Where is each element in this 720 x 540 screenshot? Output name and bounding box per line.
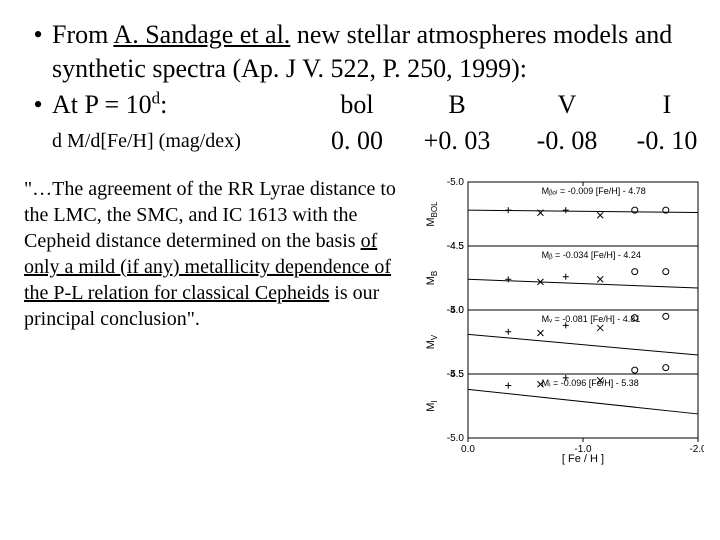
svg-text:-4.5: -4.5 (447, 241, 465, 252)
svg-text:-5.0: -5.0 (447, 433, 465, 444)
value-bol: 0. 00 (312, 124, 402, 158)
bullet-2-prefix: At P = 10 (52, 90, 152, 119)
bullet-2-exponent: d (152, 88, 160, 107)
svg-text:0.0: 0.0 (461, 444, 475, 455)
svg-text:Mᵢ = -0.096 [Fe/H] - 5.38: Mᵢ = -0.096 [Fe/H] - 5.38 (542, 378, 639, 388)
value-b: +0. 03 (402, 124, 512, 158)
svg-text:MV: MV (425, 334, 439, 349)
quote-part-1: "…The agreement of the RR Lyrae distance… (24, 178, 396, 252)
header-i: I (622, 88, 712, 122)
metallicity-chart: -5.0 -4.5 MBOL Mᵦₒₗ = -0.009 [Fe/H] - 4.78 -… (424, 176, 704, 466)
bullet-marker-icon: • (24, 18, 52, 52)
bullet-item-1: • From A. Sandage et al. new stellar atm… (24, 18, 696, 86)
value-i: -0. 10 (622, 124, 712, 158)
chart-svg: -5.0 -4.5 MBOL Mᵦₒₗ = -0.009 [Fe/H] - 4.78 -… (424, 176, 704, 466)
bullet-2-row: At P = 10d: bol B V I (52, 88, 712, 122)
bullet-1-text: From A. Sandage et al. new stellar atmos… (52, 18, 696, 86)
header-bol: bol (312, 88, 402, 122)
values-row-label: d M/d[Fe/H] (mag/dex) (52, 124, 312, 158)
svg-text:-5.5: -5.5 (447, 369, 465, 380)
svg-text:MBOL: MBOL (425, 201, 439, 227)
bullet-2-label: At P = 10d: (52, 88, 312, 122)
bullet-item-2: • At P = 10d: bol B V I (24, 88, 696, 122)
bullet-1-reference: A. Sandage et al. (113, 20, 290, 49)
lower-section: "…The agreement of the RR Lyrae distance… (24, 176, 696, 466)
svg-text:Mᵦₒₗ = -0.009 [Fe/H] - 4.78: Mᵦₒₗ = -0.009 [Fe/H] - 4.78 (542, 186, 646, 196)
svg-text:Mᵦ = -0.034 [Fe/H] - 4.24: Mᵦ = -0.034 [Fe/H] - 4.24 (542, 250, 641, 260)
svg-text:-5.0: -5.0 (447, 177, 465, 188)
header-v: V (512, 88, 622, 122)
svg-text:MB: MB (425, 271, 439, 286)
svg-text:MI: MI (425, 400, 439, 411)
svg-text:-2.0: -2.0 (689, 444, 704, 455)
quote-paragraph: "…The agreement of the RR Lyrae distance… (24, 176, 414, 466)
bullet-2-suffix: : (160, 90, 167, 119)
values-row: d M/d[Fe/H] (mag/dex) 0. 00 +0. 03 -0. 0… (52, 124, 696, 158)
svg-text:[ Fe / H ]: [ Fe / H ] (562, 453, 604, 465)
bullet-1-prefix: From (52, 20, 113, 49)
svg-text:Mᵥ = -0.081 [Fe/H] - 4.81: Mᵥ = -0.081 [Fe/H] - 4.81 (542, 314, 641, 324)
value-v: -0. 08 (512, 124, 622, 158)
bullet-marker-icon: • (24, 88, 52, 122)
svg-text:-5.0: -5.0 (447, 305, 465, 316)
header-b: B (402, 88, 512, 122)
bullet-list: • From A. Sandage et al. new stellar atm… (24, 18, 696, 122)
